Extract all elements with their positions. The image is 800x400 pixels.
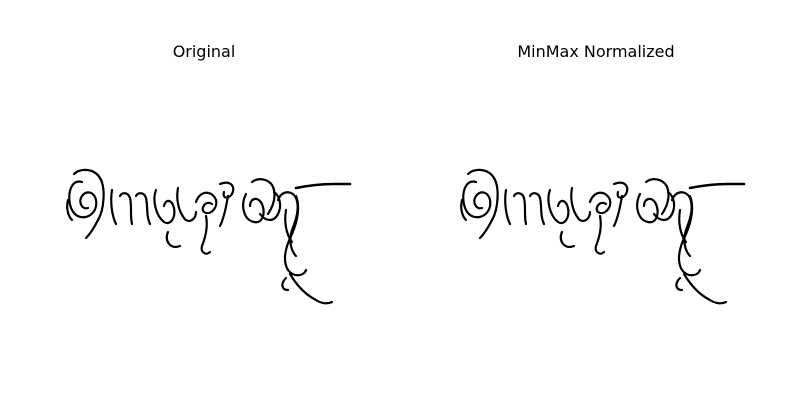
original-panel: Original <box>0 0 400 400</box>
signature-image-normalized <box>454 160 754 310</box>
signature-image-original <box>60 160 360 310</box>
panel-title-minmax-normalized: MinMax Normalized <box>396 42 796 61</box>
panel-title-original: Original <box>4 42 404 61</box>
minmax-normalized-panel: MinMax Normalized <box>394 0 794 400</box>
